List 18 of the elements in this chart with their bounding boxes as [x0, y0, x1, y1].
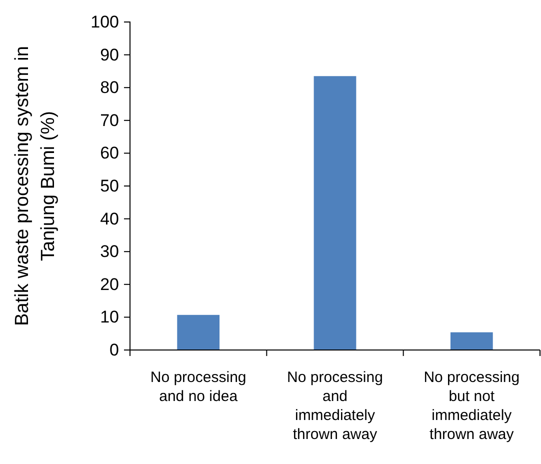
- y-tick-label: 70: [100, 110, 119, 130]
- y-axis-title: Batik waste processing system in Tanjung Bumi (%): [12, 46, 59, 326]
- x-tick-label: No processing and no idea: [150, 369, 246, 405]
- y-tick-label: 80: [100, 78, 119, 98]
- y-tick-label: 10: [100, 308, 119, 327]
- bar: [177, 314, 220, 350]
- y-tick-label: 90: [100, 45, 119, 64]
- bar: [314, 76, 356, 350]
- bar: [450, 332, 493, 350]
- y-tick-label: 100: [90, 12, 119, 32]
- y-tick-label: 40: [100, 209, 119, 228]
- y-tick-label: 50: [100, 176, 119, 196]
- y-tick-label: 0: [110, 340, 119, 360]
- x-tick-label: No processing but not immediately thrown away: [424, 369, 520, 443]
- x-tick-label: No processing and immediately thrown away: [287, 369, 383, 443]
- y-tick-label: 20: [100, 274, 119, 294]
- y-tick-label: 60: [100, 144, 119, 163]
- y-tick-label: 30: [100, 242, 119, 262]
